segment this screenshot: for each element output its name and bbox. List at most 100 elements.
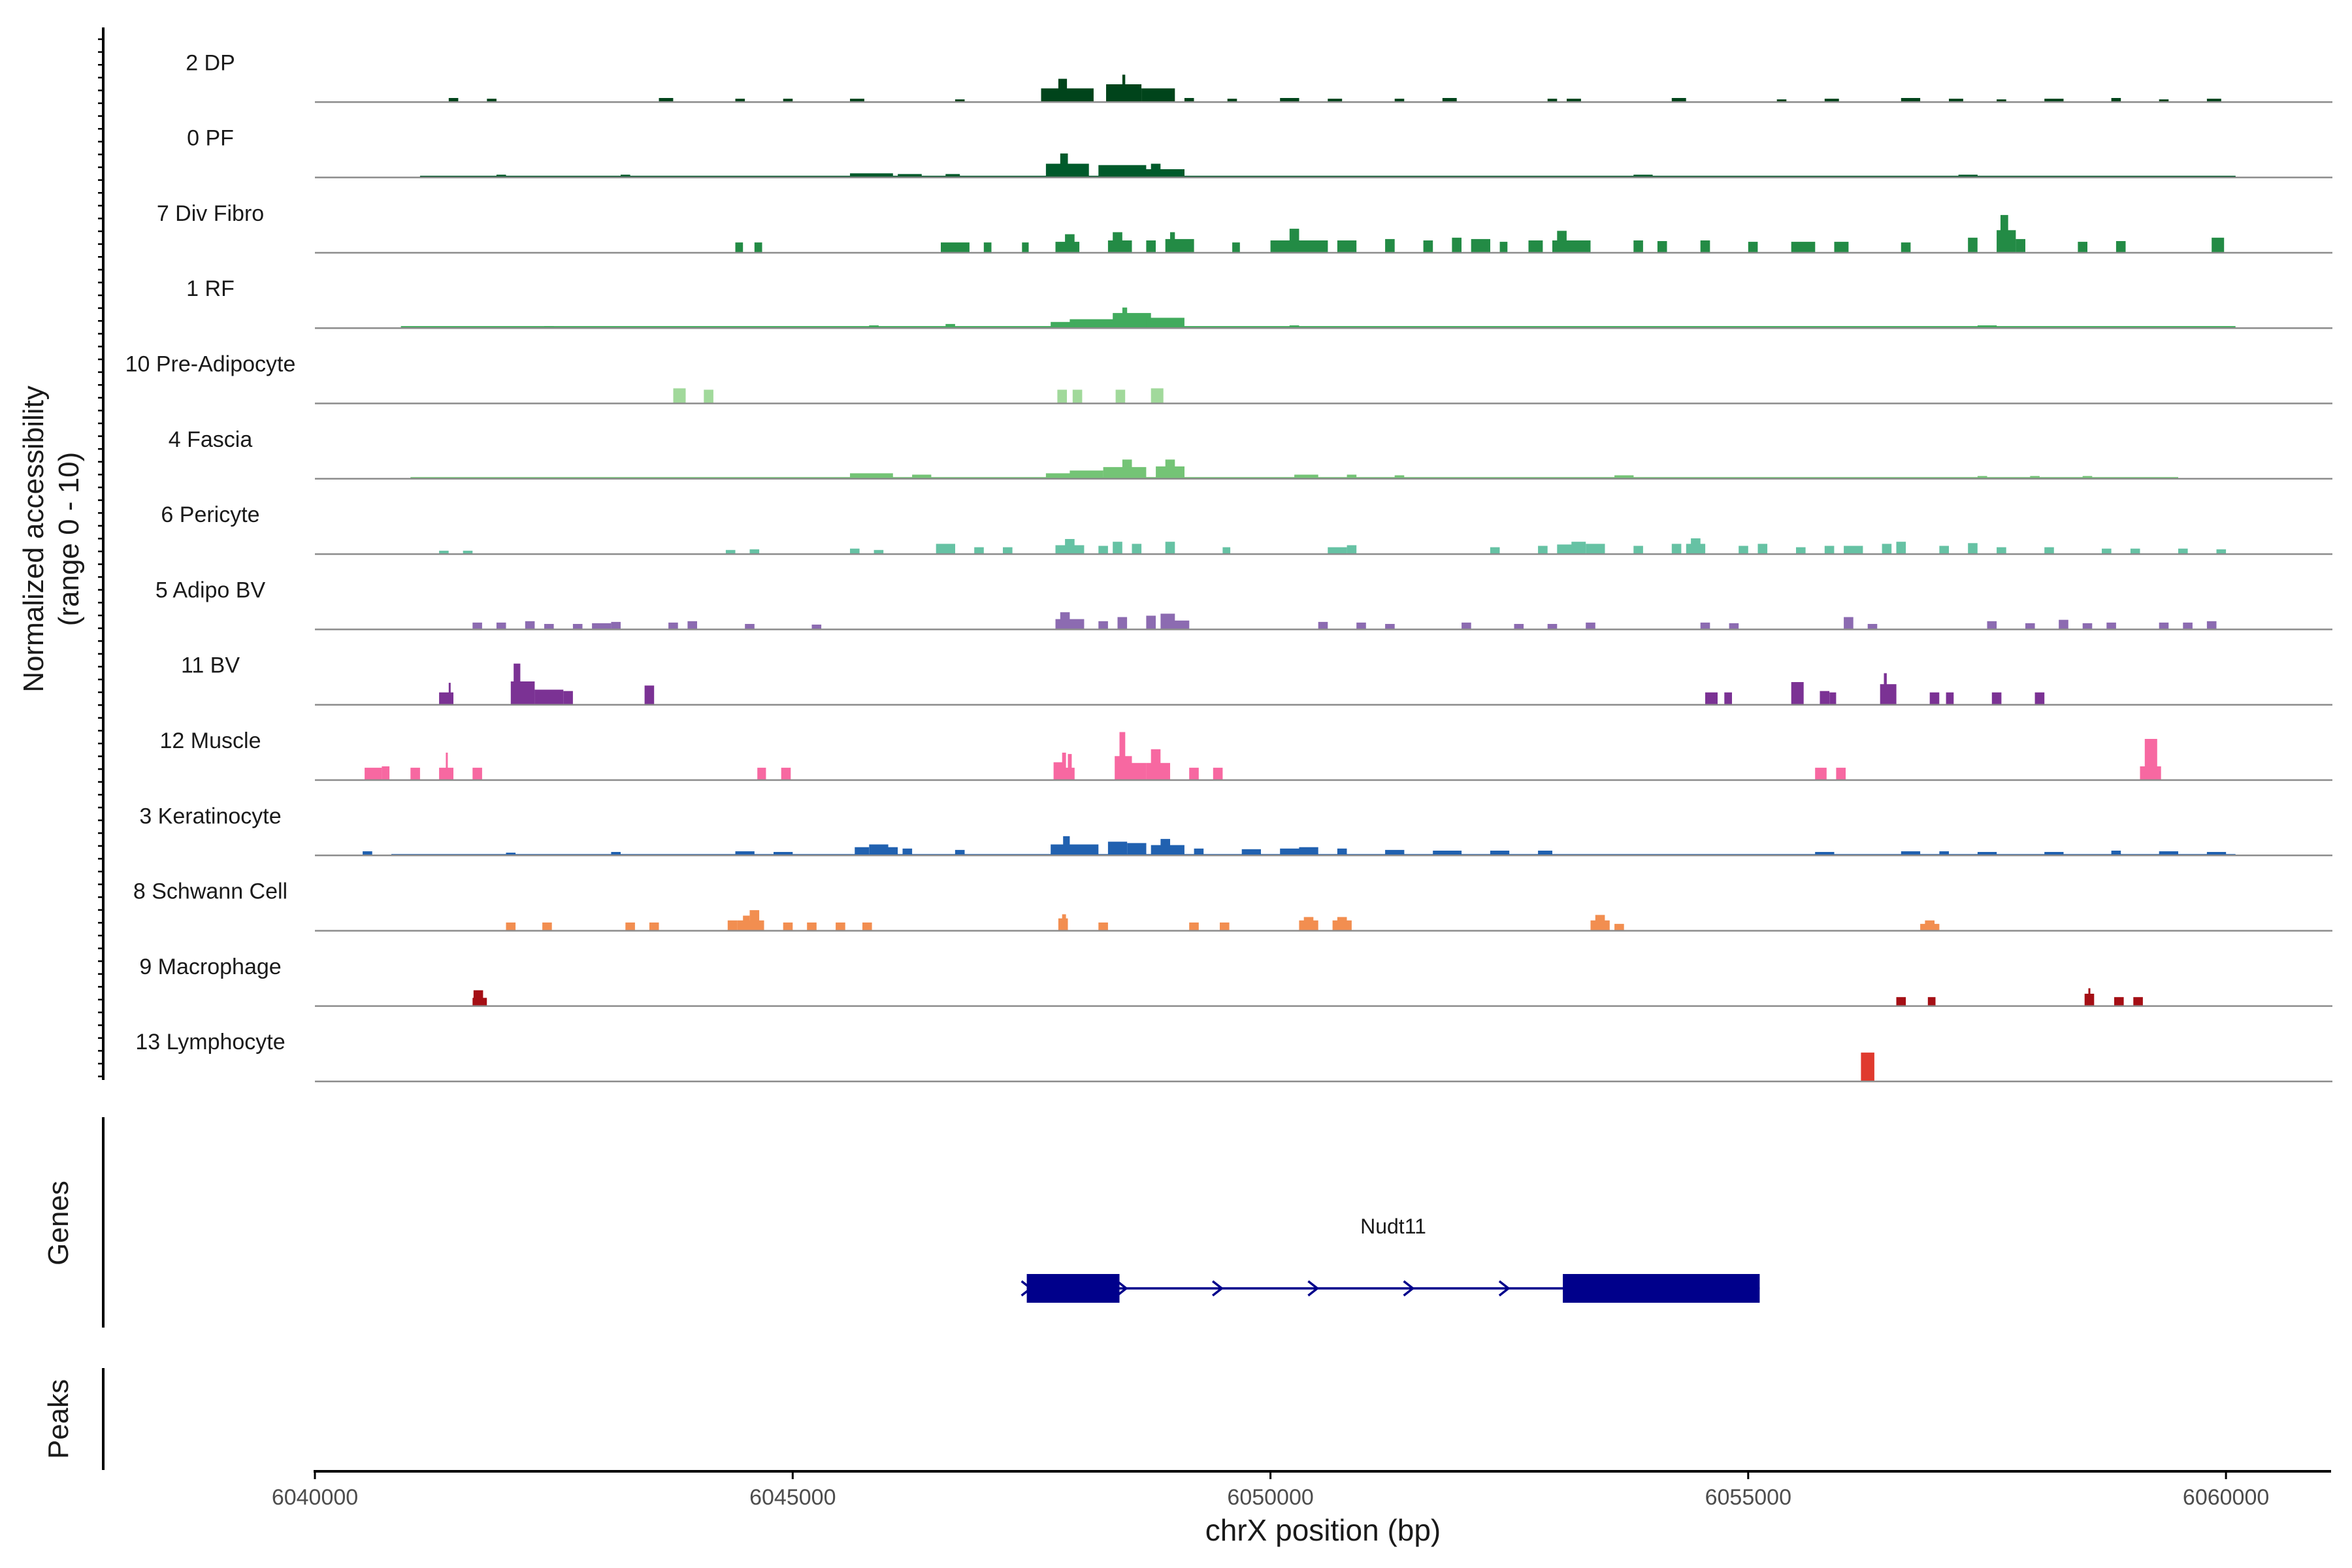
coverage-peak (1385, 238, 1395, 253)
track-3-keratinocyte: 3 Keratinocyte (139, 804, 2332, 857)
coverage-peak (836, 923, 845, 931)
coverage-peak (1700, 622, 1710, 630)
x-axis-label: chrX position (bp) (1205, 1513, 1441, 1547)
coverage-peak (783, 923, 793, 931)
coverage-peak (1490, 547, 1500, 555)
coverage-peak (463, 550, 473, 555)
coverage-peak (1132, 544, 1142, 555)
coverage-peak (874, 549, 884, 555)
coverage-peak (1824, 546, 1835, 555)
track-label: 0 PF (187, 126, 234, 151)
coverage-peak (446, 753, 448, 780)
y-axis (98, 27, 105, 1080)
coverage-peak (1045, 163, 1089, 178)
coverage-peak (1901, 851, 1921, 856)
coverage-peak (1968, 543, 1978, 555)
track-label: 3 Keratinocyte (139, 804, 281, 828)
coverage-peak (1791, 682, 1804, 705)
track-6-pericyte: 6 Pericyte (161, 502, 2332, 555)
coverage-peak (1423, 240, 1433, 253)
coverage-peak (1280, 848, 1299, 856)
coverage-peak (1844, 546, 1863, 555)
coverage-peak (1739, 546, 1748, 555)
coverage-peak (1997, 547, 2006, 555)
coverage-peak (1991, 692, 2002, 705)
coverage-peak (1829, 692, 1837, 705)
x-tick-label: 6045000 (749, 1485, 836, 1510)
peaks-panel-label: Peaks (42, 1379, 74, 1459)
coverage-peak (649, 923, 659, 931)
coverage-peak (448, 98, 459, 103)
coverage-peak (1394, 99, 1405, 103)
coverage-peak (725, 549, 736, 555)
coverage-peak (781, 768, 791, 780)
coverage-peak (1156, 466, 1184, 479)
coverage-peak (1220, 923, 1230, 931)
coverage-peak (1003, 547, 1013, 555)
coverage-peak (1385, 849, 1405, 856)
coverage-tracks: 2 DP 0 PF 7 Div Fibro 1 RF 10 Pre-Adipocyte 4… (125, 50, 2332, 1083)
coverage-peak (2206, 852, 2227, 856)
coverage-peak (1671, 544, 1682, 555)
coverage-peak (1657, 241, 1667, 253)
coverage-peak (2111, 98, 2121, 103)
coverage-peak (735, 99, 745, 103)
coverage-peak (525, 621, 535, 630)
coverage-peak (644, 685, 655, 705)
coverage-peak (1113, 542, 1122, 555)
coverage-peak (496, 622, 506, 630)
track-label: 13 Lymphocyte (135, 1030, 285, 1054)
coverage-peak (754, 242, 762, 253)
coverage-peak (1499, 242, 1508, 253)
coverage-peak (2159, 851, 2178, 856)
coverage-peak (1633, 546, 1643, 555)
coverage-baseline (419, 176, 2236, 178)
coverage-peak (1107, 240, 1132, 253)
coverage-peak (1062, 753, 1066, 780)
coverage-peak (1929, 692, 1940, 705)
gene-exon (1563, 1274, 1760, 1303)
coverage-peak (611, 852, 621, 856)
coverage-peak (1987, 621, 1997, 630)
coverage-peak (1227, 99, 1237, 103)
track-label: 1 RF (186, 276, 235, 301)
coverage-peak (1189, 768, 1199, 780)
coverage-peak (2078, 242, 2087, 253)
coverage-peak (1055, 545, 1085, 555)
coverage-peak (1165, 620, 1190, 630)
coverage-peak (544, 624, 554, 630)
coverage-peak (1222, 547, 1231, 555)
peaks-panel: Peaks (42, 1368, 105, 1470)
coverage-peak (1328, 99, 1343, 103)
coverage-peak (783, 99, 793, 103)
coverage-peak (1997, 99, 2006, 103)
coverage-peak (1270, 240, 1328, 253)
track-1-rf: 1 RF (186, 276, 2332, 329)
coverage-peak (1194, 848, 1204, 856)
x-axis: 6040000 6045000 6050000 6055000 6060000 (272, 1470, 2331, 1510)
coverage-peak (850, 99, 864, 103)
coverage-peak (506, 853, 516, 856)
coverage-peak (439, 550, 449, 555)
coverage-peak (1633, 174, 1653, 178)
coverage-peak (2082, 623, 2093, 630)
coverage-peak (1776, 99, 1787, 103)
coverage-peak (1113, 313, 1151, 329)
track-label: 5 Adipo BV (155, 578, 266, 602)
coverage-peak (850, 173, 893, 178)
coverage-peak (1141, 88, 1175, 103)
coverage-peak (673, 388, 686, 404)
coverage-peak (1337, 240, 1357, 253)
coverage-peak (1671, 98, 1686, 103)
coverage-peak (2140, 766, 2161, 780)
coverage-peak (1686, 544, 1706, 555)
coverage-peak (1729, 623, 1739, 630)
coverage-peak (2159, 99, 2169, 103)
coverage-peak (1882, 544, 1892, 555)
coverage-peak (1299, 847, 1318, 856)
coverage-peak (1280, 98, 1299, 103)
coverage-peak (1590, 920, 1610, 931)
coverage-peak (365, 768, 382, 780)
coverage-peak (2212, 237, 2225, 253)
coverage-peak (1927, 997, 1936, 1006)
